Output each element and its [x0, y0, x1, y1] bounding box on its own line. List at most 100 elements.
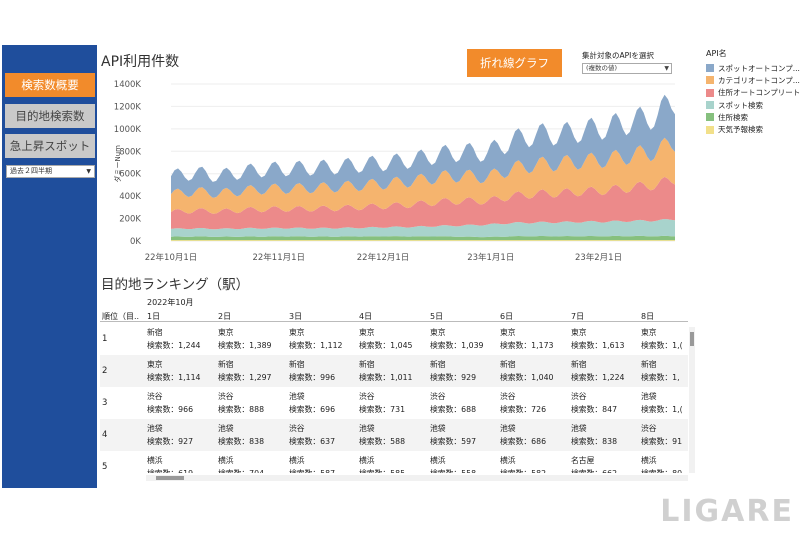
station-name: 東京	[218, 328, 234, 337]
area-series-5[interactable]	[171, 94, 675, 198]
destination-search-button[interactable]: 目的地検索数	[5, 104, 95, 128]
ranking-cell[interactable]: 池袋 検索数：597	[430, 422, 500, 448]
search-count: 検索数：929	[430, 373, 477, 382]
day-column-header[interactable]: 2日	[218, 312, 232, 321]
x-tick-label: 22年10月1日	[145, 252, 198, 263]
api-usage-area-chart[interactable]: 0K 200K 400K 600K 800K 1000K 1200K 1400K ダミーNum 2…	[100, 78, 685, 268]
search-count: 検索数：927	[147, 437, 194, 446]
ranking-cell[interactable]: 池袋 検索数：838	[571, 422, 641, 448]
search-count: 検索数：597	[430, 437, 477, 446]
line-chart-button[interactable]: 折れ線グラフ	[467, 49, 562, 77]
ranking-cell[interactable]: 池袋 検索数：696	[289, 390, 359, 416]
ranking-cell[interactable]: 横浜検索数：587	[289, 454, 359, 473]
day-column-header[interactable]: 7日	[571, 312, 585, 321]
ranking-cell[interactable]: 新宿 検索数：996	[289, 358, 359, 384]
horizontal-scrollbar[interactable]	[146, 475, 688, 481]
ranking-cell[interactable]: 東京 検索数：1,045	[359, 326, 429, 352]
ranking-cell[interactable]: 横浜検索数：80	[641, 454, 688, 473]
rank-number: 3	[102, 398, 108, 408]
search-count: 検索数：558	[430, 467, 500, 473]
table-row: 5横浜検索数：619横浜検索数：704横浜検索数：587横浜検索数：585横浜検…	[100, 451, 688, 473]
ranking-cell[interactable]: 東京 検索数：1,(	[641, 326, 688, 352]
search-count: 検索数：726	[500, 405, 547, 414]
ranking-cell[interactable]: 新宿 検索数：1,	[641, 358, 688, 384]
ranking-cell[interactable]: 東京 検索数：1,114	[147, 358, 217, 384]
chevron-down-icon: ▼	[664, 65, 669, 72]
ranking-cell[interactable]: 渋谷 検索数：637	[289, 422, 359, 448]
ranking-cell[interactable]: 東京 検索数：1,173	[500, 326, 570, 352]
ranking-cell[interactable]: 新宿 検索数：1,040	[500, 358, 570, 384]
period-select-value: 過去２四半期	[10, 167, 52, 175]
station-name: 東京	[430, 328, 446, 337]
ranking-cell[interactable]: 新宿 検索数：1,224	[571, 358, 641, 384]
search-count: 検索数：1,011	[359, 373, 413, 382]
station-name: 横浜	[500, 456, 516, 465]
legend-label: スポット検索	[718, 100, 763, 110]
area-series-2[interactable]	[171, 219, 675, 238]
legend-item[interactable]: 住所検索	[706, 111, 800, 123]
ranking-cell[interactable]: 東京 検索数：1,389	[218, 326, 288, 352]
ranking-table: 2022年10月 順位（目.. 1日 2日 3日 4日 5日 6日 7日 8日 …	[100, 297, 688, 473]
ranking-cell[interactable]: 東京 検索数：1,112	[289, 326, 359, 352]
station-name: 渋谷	[218, 392, 234, 401]
y-axis-label: ダミーNum	[113, 145, 122, 183]
area-series-4[interactable]	[171, 137, 675, 214]
day-column-header[interactable]: 4日	[359, 312, 373, 321]
ranking-cell[interactable]: 池袋 検索数：1,(	[641, 390, 688, 416]
x-tick-label: 22年11月1日	[252, 252, 305, 263]
day-column-header[interactable]: 6日	[500, 312, 514, 321]
legend-item[interactable]: カテゴリオートコンプ...	[706, 74, 800, 86]
day-column-header[interactable]: 3日	[289, 312, 303, 321]
ranking-cell[interactable]: 渋谷 検索数：966	[147, 390, 217, 416]
scrollbar-thumb[interactable]	[156, 476, 184, 480]
period-select[interactable]: 過去２四半期 ▼	[6, 165, 95, 178]
ranking-cell[interactable]: 渋谷 検索数：731	[359, 390, 429, 416]
area-series-3[interactable]	[171, 176, 675, 230]
ranking-cell[interactable]: 横浜検索数：558	[430, 454, 500, 473]
ranking-cell[interactable]: 横浜検索数：619	[147, 454, 217, 473]
legend-item[interactable]: スポットオートコンプ...	[706, 62, 800, 74]
chevron-down-icon: ▼	[86, 168, 91, 175]
table-row: 3 渋谷 検索数：966 渋谷 検索数：888 池袋 検索数：696 渋谷 検索数：731 渋谷検…	[100, 387, 688, 419]
ranking-cell[interactable]: 名古屋検索数：662	[571, 454, 641, 473]
ranking-cell[interactable]: 東京 検索数：1,613	[571, 326, 641, 352]
search-count: 検索数：1,297	[218, 373, 272, 382]
legend-item[interactable]: 天気予報検索	[706, 123, 800, 135]
ranking-cell[interactable]: 渋谷 検索数：847	[571, 390, 641, 416]
ranking-cell[interactable]: 新宿 検索数：929	[430, 358, 500, 384]
station-name: 横浜	[147, 456, 163, 465]
ranking-cell[interactable]: 新宿 検索数：1,244	[147, 326, 217, 352]
legend-item[interactable]: スポット検索	[706, 99, 800, 111]
ranking-cell[interactable]: 池袋 検索数：838	[218, 422, 288, 448]
ranking-cell[interactable]: 池袋 検索数：588	[359, 422, 429, 448]
ranking-cell[interactable]: 横浜検索数：704	[218, 454, 288, 473]
trending-spots-button[interactable]: 急上昇スポット	[5, 134, 95, 158]
table-row: 4 池袋 検索数：927 池袋 検索数：838 渋谷 検索数：637 池袋 検索数：588 池袋検…	[100, 419, 688, 451]
search-count: 検索数：1,(	[641, 405, 683, 414]
ranking-cell[interactable]: 新宿 検索数：1,011	[359, 358, 429, 384]
ranking-cell[interactable]: 池袋 検索数：927	[147, 422, 217, 448]
search-count: 検索数：1,039	[430, 341, 484, 350]
day-column-header[interactable]: 5日	[430, 312, 444, 321]
ranking-cell[interactable]: 東京検索数：1,039	[430, 326, 500, 352]
rank-column-header[interactable]: 順位（目..	[102, 312, 140, 321]
search-overview-button[interactable]: 検索数概要	[5, 73, 95, 97]
ranking-cell[interactable]: 渋谷 検索数：888	[218, 390, 288, 416]
ranking-cell[interactable]: 横浜検索数：585	[359, 454, 429, 473]
day-column-header[interactable]: 8日	[641, 312, 655, 321]
scrollbar-thumb[interactable]	[690, 332, 694, 346]
api-filter-select[interactable]: (複数の値) ▼	[582, 63, 672, 74]
ranking-cell[interactable]: 渋谷 検索数：91	[641, 422, 688, 448]
station-name: 東京	[571, 328, 587, 337]
area-series-1[interactable]	[171, 235, 675, 241]
station-name: 横浜	[359, 456, 375, 465]
ranking-cell[interactable]: 渋谷 検索数：726	[500, 390, 570, 416]
day-column-header[interactable]: 1日	[147, 312, 161, 321]
ranking-cell[interactable]: 渋谷 検索数：688	[430, 390, 500, 416]
ranking-cell[interactable]: 池袋 検索数：686	[500, 422, 570, 448]
legend-item[interactable]: 住所オートコンプリート	[706, 87, 800, 99]
ranking-cell[interactable]: 横浜検索数：582	[500, 454, 570, 473]
vertical-scrollbar[interactable]	[689, 327, 695, 473]
area-series-0[interactable]	[171, 240, 675, 241]
ranking-cell[interactable]: 新宿 検索数：1,297	[218, 358, 288, 384]
